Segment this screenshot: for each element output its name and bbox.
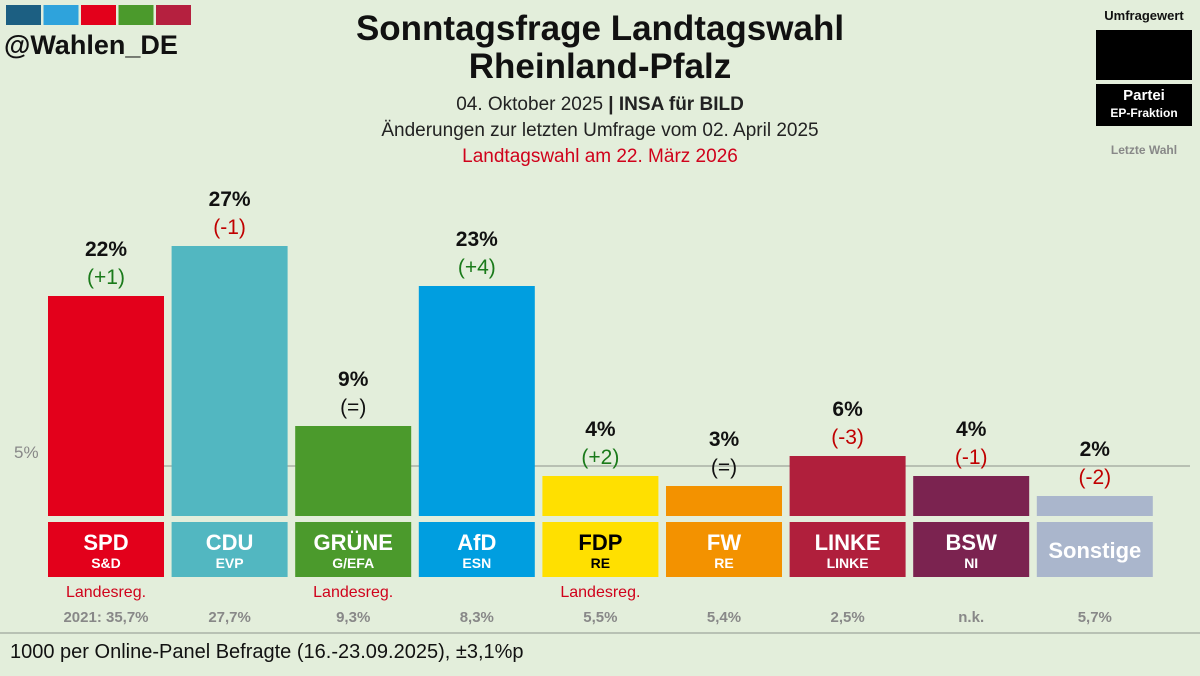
party-name-gr-ne: GRÜNE bbox=[313, 530, 392, 555]
bar-spd bbox=[48, 296, 164, 516]
party-box-spd bbox=[48, 522, 164, 577]
bar-fw bbox=[666, 486, 782, 516]
change-label-spd: (+1) bbox=[87, 266, 125, 289]
threshold-label: 5% bbox=[14, 443, 39, 462]
poll-source: INSA für BILD bbox=[618, 94, 744, 115]
change-label-bsw: (-1) bbox=[955, 446, 988, 469]
bar-afd bbox=[418, 286, 535, 516]
legend-faction-label: EP-Fraktion bbox=[1110, 106, 1178, 120]
faction-label-linke: LINKE bbox=[827, 555, 869, 571]
party-name-bsw: BSW bbox=[946, 530, 998, 555]
last-election-fw: 5,4% bbox=[707, 609, 741, 626]
last-election-bsw: n.k. bbox=[958, 609, 984, 626]
bar-gr-ne bbox=[295, 426, 412, 516]
faction-label-cdu: EVP bbox=[216, 555, 244, 571]
value-label-spd: 22% bbox=[85, 238, 127, 261]
sample-note: 1000 per Online-Panel Befragte (16.-23.0… bbox=[10, 641, 524, 663]
account-handle: @Wahlen_DE bbox=[4, 30, 178, 60]
brand-stripe bbox=[6, 5, 41, 25]
poll-date: 04. Oktober 2025 bbox=[456, 94, 604, 115]
brand-stripe bbox=[43, 5, 79, 25]
brand-stripe bbox=[81, 5, 116, 25]
party-box-afd bbox=[418, 522, 535, 577]
changes-note: Änderungen zur letzten Umfrage vom 02. A… bbox=[381, 120, 819, 141]
party-box-bsw bbox=[913, 522, 1030, 577]
brand-stripe bbox=[118, 5, 154, 25]
change-label-cdu: (-1) bbox=[213, 216, 246, 239]
value-label-sonstige: 2% bbox=[1080, 438, 1111, 461]
value-label-fw: 3% bbox=[709, 428, 740, 451]
brand-stripes bbox=[6, 5, 191, 25]
party-name-fdp: FDP bbox=[578, 530, 622, 555]
bar-linke bbox=[789, 456, 906, 516]
footer-divider bbox=[0, 632, 1200, 634]
value-label-afd: 23% bbox=[456, 228, 498, 251]
value-label-bsw: 4% bbox=[956, 418, 987, 441]
change-label-linke: (-3) bbox=[831, 426, 864, 449]
bar-sonstige bbox=[1036, 496, 1153, 516]
legend-value-box bbox=[1096, 30, 1192, 80]
party-box-gr-ne bbox=[295, 522, 412, 577]
last-election-gr-ne: 9,3% bbox=[336, 609, 370, 626]
government-label-gr-ne: Landesreg. bbox=[313, 584, 393, 601]
value-label-fdp: 4% bbox=[585, 418, 616, 441]
last-election-afd: 8,3% bbox=[460, 609, 494, 626]
party-box-fdp bbox=[542, 522, 659, 577]
legend-party-label: Partei bbox=[1123, 87, 1165, 104]
party-name-sonstige: Sonstige bbox=[1048, 538, 1141, 563]
title-line-1: Sonntagsfrage Landtagswahl bbox=[355, 9, 845, 48]
separator: | bbox=[608, 94, 614, 115]
change-label-gr-ne: (=) bbox=[340, 396, 366, 419]
last-election-fdp: 5,5% bbox=[583, 609, 617, 626]
last-election-sonstige: 5,7% bbox=[1078, 609, 1112, 626]
government-label-spd: Landesreg. bbox=[66, 584, 146, 601]
change-label-fw: (=) bbox=[711, 456, 737, 479]
legend-party-box: Partei EP-Fraktion bbox=[1096, 84, 1192, 126]
party-name-afd: AfD bbox=[457, 530, 496, 555]
last-election-linke: 2,5% bbox=[830, 609, 864, 626]
title-line-2: Rheinland-Pfalz bbox=[468, 47, 732, 86]
party-box-linke bbox=[789, 522, 906, 577]
faction-label-fw: RE bbox=[714, 555, 733, 571]
subtitle-date-source: 04. Oktober 2025 | INSA für BILD bbox=[250, 94, 950, 116]
party-box-fw bbox=[666, 522, 782, 577]
party-name-fw: FW bbox=[707, 530, 741, 555]
party-name-spd: SPD bbox=[83, 530, 128, 555]
change-label-fdp: (+2) bbox=[581, 446, 619, 469]
faction-label-fdp: RE bbox=[591, 555, 610, 571]
change-label-sonstige: (-2) bbox=[1078, 466, 1111, 489]
last-election-spd: 2021: 35,7% bbox=[63, 609, 148, 626]
government-label-fdp: Landesreg. bbox=[560, 584, 640, 601]
brand-stripe bbox=[156, 5, 191, 25]
party-box-sonstige bbox=[1036, 522, 1153, 577]
party-name-linke: LINKE bbox=[815, 530, 881, 555]
faction-label-afd: ESN bbox=[462, 555, 491, 571]
value-label-cdu: 27% bbox=[209, 188, 251, 211]
faction-label-spd: S&D bbox=[91, 555, 121, 571]
faction-label-bsw: NI bbox=[964, 555, 978, 571]
legend-last-label: Letzte Wahl bbox=[1110, 143, 1178, 157]
bar-bsw bbox=[913, 476, 1030, 516]
faction-label-gr-ne: G/EFA bbox=[332, 555, 374, 571]
bar-fdp bbox=[542, 476, 659, 516]
value-label-gr-ne: 9% bbox=[338, 368, 369, 391]
bar-cdu bbox=[171, 246, 288, 516]
legend-value-label: Umfragewert bbox=[1104, 8, 1184, 23]
election-note: Landtagswahl am 22. März 2026 bbox=[462, 146, 738, 167]
party-box-cdu bbox=[171, 522, 288, 577]
last-election-cdu: 27,7% bbox=[208, 609, 251, 626]
change-label-afd: (+4) bbox=[458, 256, 496, 279]
party-name-cdu: CDU bbox=[206, 530, 254, 555]
chart-title: Sonntagsfrage Landtagswahl Rheinland-Pfa… bbox=[250, 10, 950, 86]
value-label-linke: 6% bbox=[832, 398, 863, 421]
